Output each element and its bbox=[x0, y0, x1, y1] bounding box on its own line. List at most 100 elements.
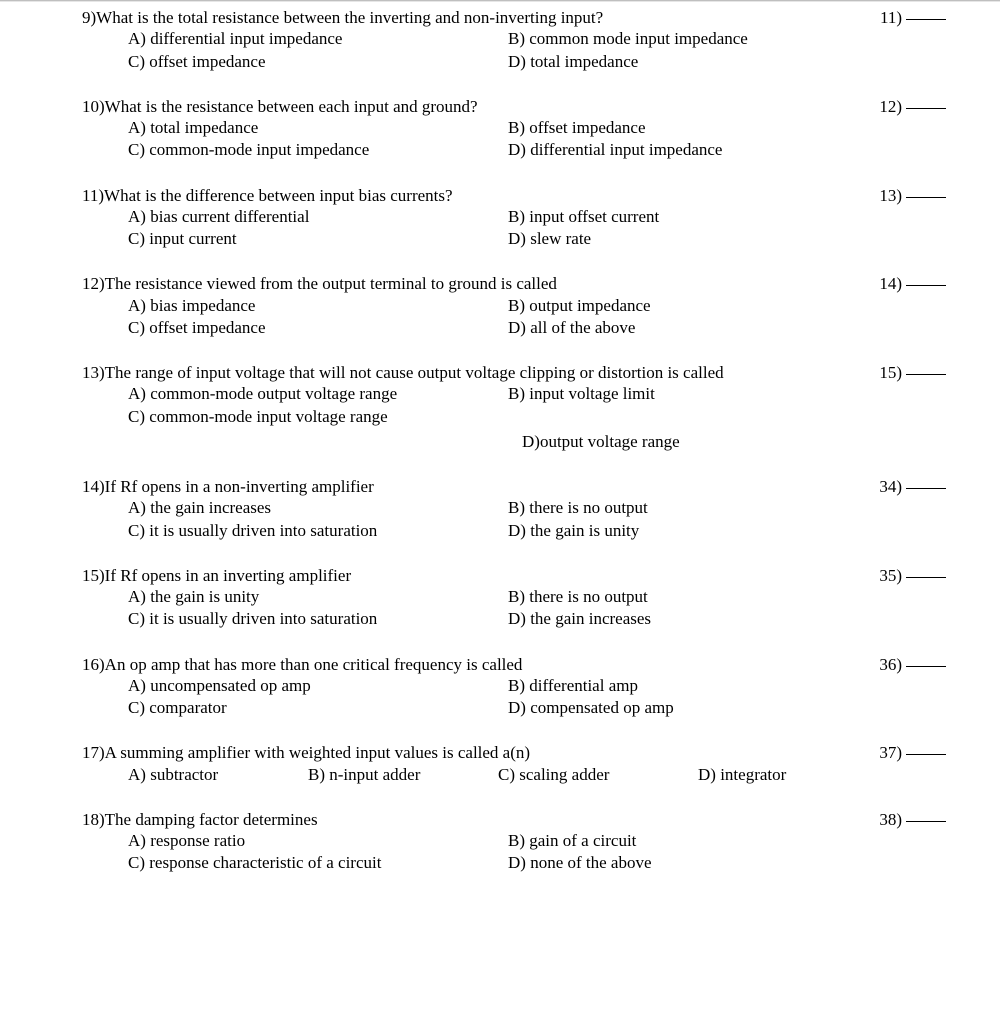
question-number: 12) bbox=[82, 273, 105, 294]
choice: C) common-mode input voltage range bbox=[128, 406, 498, 427]
answer-number: 35) bbox=[870, 565, 950, 586]
choice-text: response characteristic of a circuit bbox=[145, 853, 381, 872]
answer-number: 38) bbox=[870, 809, 950, 830]
choice-label: B) bbox=[308, 765, 325, 784]
choice-text: output impedance bbox=[525, 296, 651, 315]
choice-label: A) bbox=[128, 118, 146, 137]
choice: B) there is no output bbox=[508, 586, 888, 607]
choice-text: offset impedance bbox=[145, 318, 266, 337]
choice-label: B) bbox=[508, 207, 525, 226]
choice: A) subtractor bbox=[128, 764, 298, 785]
choice-label: A) bbox=[128, 587, 146, 606]
choice-text: offset impedance bbox=[525, 118, 646, 137]
choice-label: A) bbox=[128, 676, 146, 695]
choice-label: A) bbox=[128, 498, 146, 517]
answer-blank[interactable] bbox=[906, 577, 946, 578]
question-text: What is the difference between input bia… bbox=[104, 185, 870, 206]
choice: A) uncompensated op amp bbox=[128, 675, 498, 696]
choice: C) scaling adder bbox=[498, 764, 688, 785]
choice: D) the gain increases bbox=[508, 608, 888, 629]
choice-text: response ratio bbox=[146, 831, 245, 850]
choice-grid: A) total impedanceB) offset impedanceC) … bbox=[128, 117, 950, 161]
choice-label: B) bbox=[508, 29, 525, 48]
choice-text: offset impedance bbox=[145, 52, 266, 71]
choice-text: it is usually driven into saturation bbox=[145, 521, 377, 540]
question-number: 13) bbox=[82, 362, 105, 383]
choice: C) it is usually driven into saturation bbox=[128, 520, 498, 541]
question-block: 9) What is the total resistance between … bbox=[82, 7, 950, 72]
answer-number-label: 14) bbox=[879, 274, 902, 293]
choice-grid: A) bias current differentialB) input off… bbox=[128, 206, 950, 250]
choice-text: uncompensated op amp bbox=[146, 676, 311, 695]
choice: D) integrator bbox=[698, 764, 848, 785]
choice-label: B) bbox=[508, 498, 525, 517]
question-block: 18) The damping factor determines38)A) r… bbox=[82, 809, 950, 874]
choice-label: D) bbox=[508, 698, 526, 717]
answer-number: 34) bbox=[870, 476, 950, 497]
choice-text: it is usually driven into saturation bbox=[145, 609, 377, 628]
choice: D) slew rate bbox=[508, 228, 888, 249]
question-row: 10) What is the resistance between each … bbox=[82, 96, 950, 117]
choice-text: common-mode input impedance bbox=[145, 140, 369, 159]
question-block: 14) If Rf opens in a non-inverting ampli… bbox=[82, 476, 950, 541]
answer-blank[interactable] bbox=[906, 108, 946, 109]
choice: D) none of the above bbox=[508, 852, 888, 873]
choice-label: D) bbox=[698, 765, 716, 784]
answer-number-label: 37) bbox=[879, 743, 902, 762]
choice-label: C) bbox=[128, 609, 145, 628]
answer-number-label: 12) bbox=[879, 97, 902, 116]
choice-label: A) bbox=[128, 296, 146, 315]
answer-number-label: 34) bbox=[879, 477, 902, 496]
choice: A) total impedance bbox=[128, 117, 498, 138]
choice-label: A) bbox=[128, 831, 146, 850]
choice-label: C) bbox=[128, 229, 145, 248]
choice-label: C) bbox=[128, 407, 145, 426]
choice-label: D) bbox=[508, 609, 526, 628]
answer-number-label: 36) bbox=[879, 655, 902, 674]
choice: D) total impedance bbox=[508, 51, 888, 72]
choice-label: C) bbox=[128, 140, 145, 159]
choice-grid: A) response ratioB) gain of a circuitC) … bbox=[128, 830, 950, 874]
answer-number: 15) bbox=[870, 362, 950, 383]
answer-blank[interactable] bbox=[906, 754, 946, 755]
choice-label: C) bbox=[498, 765, 515, 784]
question-text: The damping factor determines bbox=[105, 809, 870, 830]
choice-label: D) bbox=[508, 229, 526, 248]
choice: C) response characteristic of a circuit bbox=[128, 852, 498, 873]
choice-text: differential input impedance bbox=[526, 140, 723, 159]
choice-text: total impedance bbox=[526, 52, 638, 71]
choice-label: C) bbox=[128, 698, 145, 717]
question-number: 9) bbox=[82, 7, 96, 28]
answer-blank[interactable] bbox=[906, 666, 946, 667]
choice: C) input current bbox=[128, 228, 498, 249]
choice-text: input voltage limit bbox=[525, 384, 655, 403]
answer-blank[interactable] bbox=[906, 197, 946, 198]
choice-text: bias impedance bbox=[146, 296, 256, 315]
choice-grid: A) bias impedance B) output impedance C) o… bbox=[128, 295, 950, 339]
choice-label: D) bbox=[508, 521, 526, 540]
answer-number-label: 35) bbox=[879, 566, 902, 585]
question-block: 10) What is the resistance between each … bbox=[82, 96, 950, 161]
question-row: 17) A summing amplifier with weighted in… bbox=[82, 742, 950, 763]
question-text: An op amp that has more than one critica… bbox=[105, 654, 870, 675]
answer-blank[interactable] bbox=[906, 488, 946, 489]
choice-grid: A) common-mode output voltage rangeB) in… bbox=[128, 383, 950, 427]
choice: A) common-mode output voltage range bbox=[128, 383, 498, 404]
choice-label: D) bbox=[508, 318, 526, 337]
choice: B) common mode input impedance bbox=[508, 28, 888, 49]
choice-text: common mode input impedance bbox=[525, 29, 748, 48]
answer-blank[interactable] bbox=[906, 285, 946, 286]
choice: A) bias current differential bbox=[128, 206, 498, 227]
answer-number: 12) bbox=[870, 96, 950, 117]
answer-blank[interactable] bbox=[906, 19, 946, 20]
answer-number-label: 15) bbox=[879, 363, 902, 382]
choice-text: output voltage range bbox=[540, 432, 680, 451]
choice-label: C) bbox=[128, 318, 145, 337]
question-text: A summing amplifier with weighted input … bbox=[105, 742, 870, 763]
choice-label: C) bbox=[128, 521, 145, 540]
answer-blank[interactable] bbox=[906, 374, 946, 375]
choice-label: B) bbox=[508, 296, 525, 315]
choice: A) response ratio bbox=[128, 830, 498, 851]
answer-blank[interactable] bbox=[906, 821, 946, 822]
choice-label: A) bbox=[128, 29, 146, 48]
